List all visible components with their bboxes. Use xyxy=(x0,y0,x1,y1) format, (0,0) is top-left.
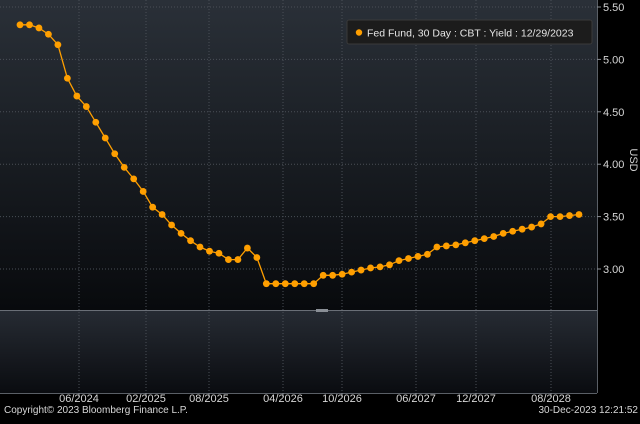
x-tick-label: 06/2027 xyxy=(396,393,436,405)
y-tick-label: 5.50 xyxy=(603,2,624,14)
data-point xyxy=(414,253,422,260)
data-point xyxy=(566,212,573,219)
data-point xyxy=(26,21,33,29)
data-point xyxy=(35,24,43,32)
data-point xyxy=(177,229,185,237)
y-axis-label: USD xyxy=(627,148,639,171)
x-tick-label: 04/2026 xyxy=(263,393,303,405)
data-point xyxy=(319,271,327,279)
data-point xyxy=(73,92,81,100)
data-point xyxy=(509,227,517,235)
data-point xyxy=(63,74,71,82)
data-point xyxy=(357,266,365,274)
data-point xyxy=(130,175,138,183)
data-point xyxy=(348,268,356,276)
data-point xyxy=(101,134,109,142)
data-point xyxy=(92,118,100,126)
data-point xyxy=(490,233,498,240)
data-point xyxy=(461,239,469,247)
legend-box xyxy=(346,19,593,45)
data-point xyxy=(518,225,526,233)
data-point xyxy=(54,41,62,49)
x-axis: 06/2024 02/2025 08/2025 04/2026 10/2026 06/20… xyxy=(59,393,571,405)
data-point xyxy=(120,163,128,171)
data-point xyxy=(424,250,431,258)
data-point xyxy=(215,249,223,257)
legend-label: Fed Fund, 30 Day : CBT : Yield : 12/29/2… xyxy=(367,28,574,40)
data-point xyxy=(225,256,232,263)
data-point xyxy=(433,243,441,251)
data-point xyxy=(158,211,166,218)
data-point xyxy=(82,103,90,110)
data-point xyxy=(187,237,194,245)
data-point xyxy=(395,257,403,265)
x-tick-label: 08/2028 xyxy=(531,393,571,405)
data-point xyxy=(262,280,270,288)
data-point xyxy=(329,271,337,279)
data-point xyxy=(111,150,119,158)
grid-lines xyxy=(0,0,597,393)
lower-panel xyxy=(0,311,597,393)
legend: Fed Fund, 30 Day : CBT : Yield : 12/29/2… xyxy=(346,19,593,45)
plot-area xyxy=(0,0,597,310)
data-point xyxy=(149,203,157,211)
data-point xyxy=(291,280,299,288)
data-point xyxy=(452,241,460,249)
data-point xyxy=(272,280,280,288)
x-tick-label: 08/2025 xyxy=(189,393,229,405)
x-tick-label: 06/2024 xyxy=(59,393,99,405)
data-point xyxy=(196,243,204,251)
data-point xyxy=(206,247,213,255)
data-point xyxy=(338,270,346,278)
data-point xyxy=(405,255,412,262)
data-point xyxy=(243,244,251,252)
data-point xyxy=(547,213,554,221)
data-point xyxy=(45,30,52,38)
y-tick-label: 4.50 xyxy=(603,107,624,119)
y-tick-label: 4.00 xyxy=(603,159,624,171)
data-point xyxy=(253,254,261,261)
data-point xyxy=(386,261,393,269)
data-point xyxy=(367,264,374,272)
data-point xyxy=(16,21,24,29)
y-tick-label: 5.00 xyxy=(603,54,624,66)
data-point xyxy=(310,280,318,288)
data-point xyxy=(556,213,564,221)
y-tick-label: 3.50 xyxy=(603,212,624,224)
series-fed-fund xyxy=(16,21,583,288)
data-point xyxy=(300,280,308,288)
data-point xyxy=(528,223,536,231)
data-point xyxy=(168,221,175,229)
data-point xyxy=(471,237,479,245)
copyright-text: Copyright© 2023 Bloomberg Finance L.P. xyxy=(4,405,188,416)
y-tick-label: 3.00 xyxy=(603,264,624,276)
x-tick-label: 10/2026 xyxy=(322,393,362,405)
timestamp-text: 30-Dec-2023 12:21:52 xyxy=(538,405,638,416)
data-point xyxy=(499,229,507,237)
data-point xyxy=(480,235,488,243)
data-point xyxy=(139,188,147,195)
data-point xyxy=(575,211,583,218)
data-point xyxy=(234,256,242,263)
data-point xyxy=(442,242,450,250)
data-point xyxy=(537,220,545,228)
x-tick-label: 12/2027 xyxy=(456,393,496,405)
data-point xyxy=(281,280,289,288)
legend-marker xyxy=(355,29,363,36)
x-tick-label: 02/2025 xyxy=(126,393,166,405)
data-point xyxy=(376,263,384,271)
y-axis: 5.50 5.00 4.50 4.00 3.50 3.00 xyxy=(597,2,624,276)
panel-divider-handle[interactable] xyxy=(316,309,328,312)
